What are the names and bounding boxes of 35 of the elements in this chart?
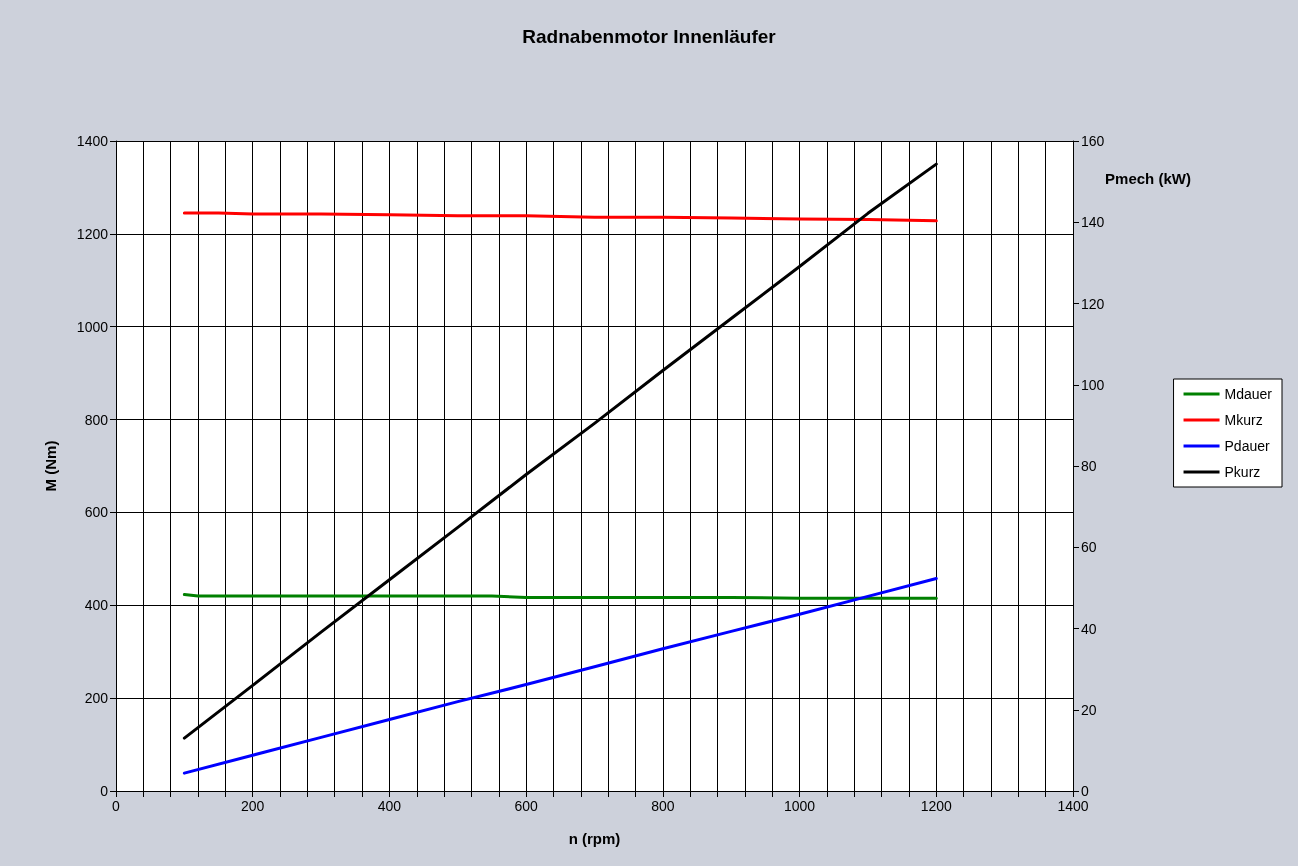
x-tick-label: 600 [514,798,539,814]
x-tick-label: 1200 [920,798,953,814]
y2-tick-label: 40 [1081,620,1097,637]
y-axis-title: M (Nm) [42,440,59,492]
legend-label: Pkurz [1224,464,1261,480]
x-tick-label: 0 [112,798,121,814]
y-tick-label: 1400 [76,133,109,149]
y-tick-label: 400 [84,597,109,614]
y-tick-label: 200 [84,690,109,707]
y-tick-label: 0 [100,783,109,799]
y-tick-label: 800 [84,411,109,428]
x-tick-label: 400 [377,798,402,814]
y2-axis-title: Pmech (kW) [1105,170,1191,187]
chart-title: Radnabenmotor Innenläufer [522,26,777,47]
x-tick-label: 200 [241,798,265,814]
y-tick-label: 600 [84,504,109,521]
y2-tick-label: 0 [1081,783,1089,799]
line-series [182,211,938,223]
x-tick-label: 800 [651,798,675,814]
y2-tick-label: 80 [1081,458,1097,474]
y2-tick-label: 20 [1081,701,1097,718]
x-axis-title: n (rpm) [568,830,621,847]
line-series [182,577,938,775]
legend-label: Pdauer [1224,438,1271,454]
y-tick-label: 1200 [76,225,109,242]
y2-tick-label: 140 [1081,214,1105,231]
legend-label: Mdauer [1224,386,1273,402]
y2-tick-label: 100 [1081,376,1105,393]
y2-tick-label: 60 [1081,539,1097,556]
x-tick-label: 1400 [1057,798,1089,814]
y2-tick-label: 120 [1081,295,1105,312]
legend-label: Mkurz [1224,412,1263,428]
y-tick-label: 1000 [76,318,109,335]
y2-tick-label: 160 [1081,133,1105,149]
x-tick-label: 1000 [783,798,816,814]
